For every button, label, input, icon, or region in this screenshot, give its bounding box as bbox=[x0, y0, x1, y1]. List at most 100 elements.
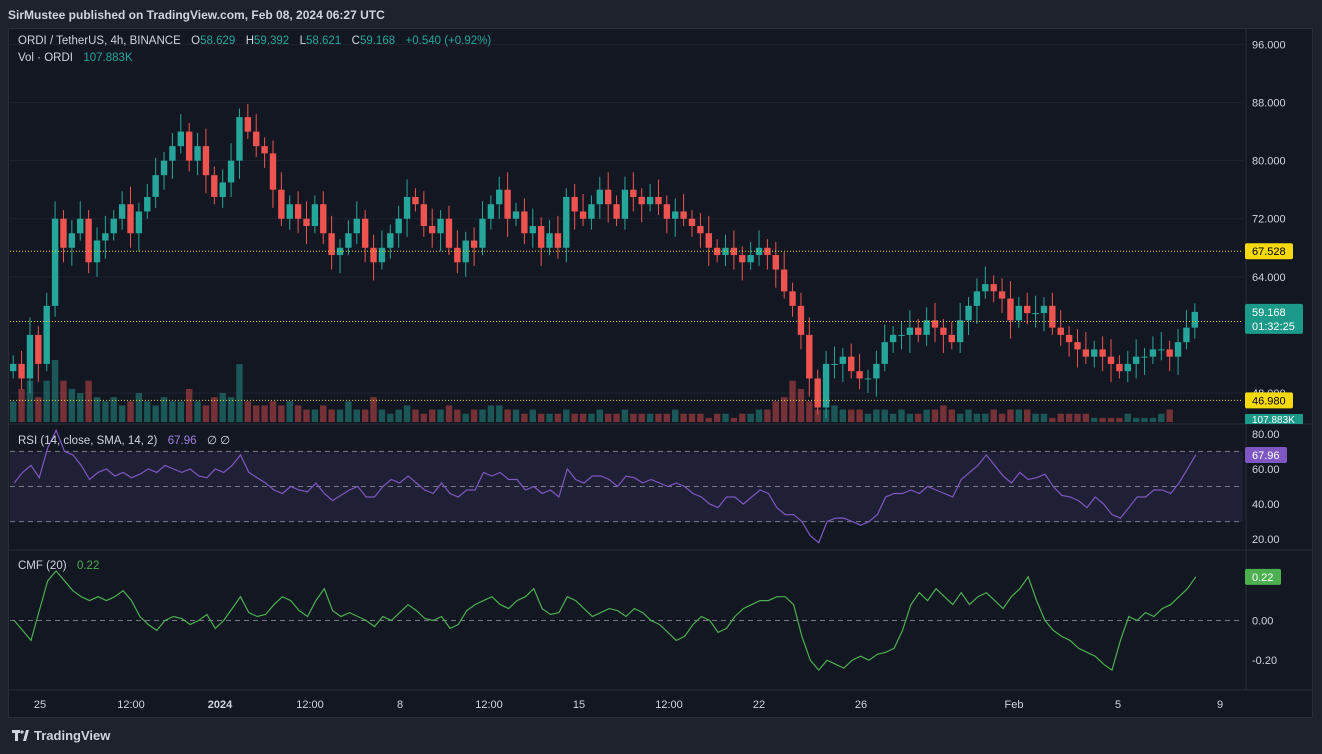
candle-body bbox=[940, 327, 947, 335]
candle-body bbox=[152, 175, 159, 197]
candle-body bbox=[931, 320, 939, 328]
volume-bar bbox=[588, 413, 595, 422]
close-label: C bbox=[351, 35, 360, 47]
candle-body bbox=[135, 211, 143, 234]
candle-body bbox=[722, 247, 729, 256]
candle-body bbox=[856, 371, 863, 379]
volume-bar bbox=[1082, 413, 1090, 422]
candle-body bbox=[948, 334, 955, 343]
volume-bar bbox=[596, 409, 603, 422]
candle-body bbox=[529, 226, 536, 234]
candle-body bbox=[571, 196, 578, 212]
candle-body bbox=[470, 240, 478, 248]
volume-bar bbox=[956, 413, 964, 422]
volume-bar bbox=[320, 405, 327, 422]
volume-bar bbox=[1099, 417, 1106, 422]
volume-bar bbox=[1124, 413, 1131, 422]
volume-bar bbox=[412, 409, 419, 422]
time-tick-label: 25 bbox=[34, 699, 46, 711]
level-price-label: 46.980 bbox=[1252, 395, 1286, 407]
candle-body bbox=[915, 327, 922, 335]
volume-bar bbox=[856, 409, 863, 422]
candle-body bbox=[412, 196, 419, 205]
volume-bar bbox=[638, 413, 645, 422]
volume-bar bbox=[789, 380, 796, 422]
candle-body bbox=[185, 131, 193, 161]
candle-body bbox=[496, 189, 503, 205]
volume-bar bbox=[554, 413, 562, 422]
volume-bar bbox=[672, 409, 679, 422]
candle-body bbox=[705, 233, 712, 248]
volume-bar bbox=[537, 413, 545, 422]
volume-bar bbox=[1057, 413, 1064, 422]
volume-bar bbox=[646, 413, 654, 422]
rsi-tick-label: 40.00 bbox=[1252, 499, 1280, 511]
volume-bar bbox=[1149, 417, 1157, 422]
candle-body bbox=[445, 218, 453, 248]
candle-body bbox=[1183, 327, 1190, 343]
candle-body bbox=[437, 218, 444, 234]
candle-body bbox=[638, 196, 645, 205]
candle-body bbox=[387, 233, 394, 248]
candle-body bbox=[1015, 305, 1023, 321]
volume-bar bbox=[253, 405, 260, 422]
volume-label: Vol · ORDI bbox=[18, 52, 73, 64]
volume-bar bbox=[1032, 413, 1039, 422]
candle-body bbox=[177, 131, 184, 147]
volume-bar bbox=[831, 405, 838, 422]
volume-bar bbox=[361, 409, 369, 422]
price-tick-label: 64.000 bbox=[1252, 272, 1286, 284]
main-legend[interactable]: ORDI / TetherUS, 4h, BINANCE O58.629 H59… bbox=[18, 35, 491, 47]
volume-bar bbox=[1107, 417, 1115, 422]
volume-legend[interactable]: Vol · ORDI 107.883K bbox=[18, 52, 133, 64]
tradingview-logo[interactable]: TradingView bbox=[12, 728, 110, 743]
volume-bar bbox=[881, 409, 888, 422]
volume-bar bbox=[177, 401, 184, 422]
candle-body bbox=[1040, 305, 1048, 314]
chart-frame[interactable] bbox=[8, 28, 1313, 718]
volume-bar bbox=[931, 409, 939, 422]
volume-bar bbox=[211, 397, 218, 422]
candle-body bbox=[1124, 363, 1131, 372]
candle-body bbox=[269, 153, 277, 190]
volume-bar bbox=[1007, 409, 1014, 422]
volume-bar bbox=[311, 409, 319, 422]
volume-bar bbox=[1074, 413, 1081, 422]
volume-bar bbox=[127, 401, 134, 422]
time-tick-label: 12:00 bbox=[655, 699, 683, 711]
candle-body bbox=[320, 204, 327, 234]
volume-bar bbox=[915, 413, 922, 422]
volume-bar bbox=[169, 401, 176, 422]
volume-bar bbox=[755, 409, 763, 422]
volume-bar bbox=[135, 393, 143, 422]
candle-body bbox=[596, 189, 603, 205]
rsi-legend[interactable]: RSI (14, close, SMA, 14, 2) 67.96 ∅ ∅ bbox=[18, 433, 230, 447]
volume-bar bbox=[202, 405, 210, 422]
candle-body bbox=[51, 218, 59, 306]
cmf-legend[interactable]: CMF (20) 0.22 bbox=[18, 560, 99, 572]
volume-bar bbox=[898, 409, 905, 422]
candle-body bbox=[588, 204, 595, 219]
candle-body bbox=[579, 211, 587, 219]
time-tick-label: 5 bbox=[1115, 699, 1121, 711]
candle-body bbox=[1166, 349, 1173, 357]
candle-body bbox=[18, 363, 25, 379]
volume-bar bbox=[1040, 413, 1048, 422]
candle-body bbox=[789, 291, 796, 306]
volume-bar bbox=[713, 413, 721, 422]
candle-body bbox=[26, 334, 34, 379]
volume-bar bbox=[806, 401, 813, 422]
candle-body bbox=[504, 189, 511, 219]
candle-body bbox=[822, 363, 830, 408]
volume-bar bbox=[655, 413, 662, 422]
volume-bar bbox=[261, 405, 268, 422]
candle-body bbox=[253, 131, 260, 147]
symbol-label[interactable]: ORDI / TetherUS, 4h, BINANCE bbox=[18, 35, 181, 47]
volume-bar bbox=[1049, 417, 1056, 422]
volume-bar bbox=[546, 413, 553, 422]
volume-bar bbox=[873, 409, 880, 422]
volume-bar bbox=[437, 409, 444, 422]
candle-body bbox=[780, 269, 788, 292]
candle-body bbox=[621, 189, 629, 219]
